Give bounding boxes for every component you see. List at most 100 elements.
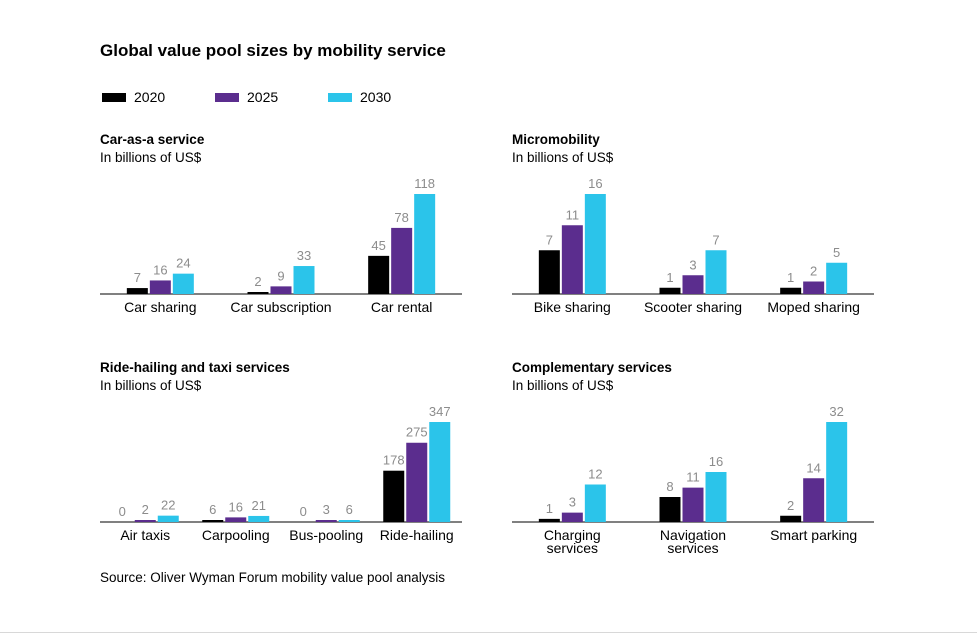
data-label: 78 [394,210,408,225]
category-label: services [547,540,598,556]
bar-2025-navigation-services [682,487,704,522]
category-label: Moped sharing [767,299,860,315]
bar-2020-car-rental [368,255,390,294]
data-label: 347 [429,404,451,419]
data-label: 9 [277,268,284,283]
bar-2030-moped-sharing [826,262,848,294]
data-label: 178 [383,453,405,468]
data-label: 8 [666,479,673,494]
category-label: Air taxis [120,527,170,543]
panel-subtitle: In billions of US$ [100,150,202,165]
legend-item-2030: 2030 [328,89,391,105]
data-label: 275 [406,425,428,440]
bar-2030-car-rental [414,194,436,294]
bar-2020-moped-sharing [780,287,802,294]
data-label: 7 [712,232,719,247]
page-divider [0,632,977,633]
chart-title: Global value pool sizes by mobility serv… [100,41,446,60]
data-label: 16 [229,499,243,514]
bar-2020-bike-sharing [538,250,560,294]
bar-2030-bike-sharing [584,194,606,294]
bar-2030-scooter-sharing [705,250,727,294]
bar-2030-carpooling [248,515,270,522]
panel-ride-hailing: Ride-hailing and taxi services In billio… [100,360,480,570]
bar-chart-micromobility: 7 11 16 Bike sharing 1 3 7 Scooter sharing 1 2 5 Mo… [512,176,874,315]
bar-2020-car-sharing [126,288,148,294]
bar-2030-ride-hailing [429,422,451,522]
bar-2025-bus-pooling [315,520,337,522]
bar-2025-air-taxis [134,520,156,522]
data-label: 32 [829,404,843,419]
data-label: 11 [686,470,700,485]
panel-title: Car-as-a service [100,132,205,147]
legend-swatch-2025 [215,92,239,102]
data-label: 0 [119,504,126,519]
data-label: 0 [300,504,307,519]
data-label: 12 [588,467,602,482]
category-label: Ride-hailing [380,527,454,543]
category-label: Scooter sharing [644,299,742,315]
data-label: 3 [569,495,576,510]
bar-2025-car-subscription [270,286,292,294]
legend: 2020 2025 2030 [102,89,502,109]
data-label: 118 [414,176,435,191]
bar-2025-bike-sharing [561,225,583,294]
bar-2030-navigation-services [705,472,727,522]
data-label: 22 [161,498,175,513]
legend-swatch-2030 [328,92,352,102]
category-label: Bike sharing [534,299,611,315]
data-label: 3 [323,502,330,517]
data-label: 7 [546,232,553,247]
data-label: 2 [787,498,794,513]
bar-chart-car-as-a-service: 7 16 24 Car sharing 2 9 33 Car subscription 45 78… [100,176,462,315]
bar-2020-scooter-sharing [659,287,681,294]
bar-2020-navigation-services [659,497,681,522]
bar-2030-car-subscription [293,266,315,294]
panel-title: Complementary services [512,360,672,375]
panel-subtitle: In billions of US$ [100,378,202,393]
data-label: 45 [371,238,385,253]
bar-2030-charging-services [584,484,606,522]
category-label: Smart parking [770,527,857,543]
source-note: Source: Oliver Wyman Forum mobility valu… [100,570,446,585]
panel-subtitle: In billions of US$ [512,378,614,393]
category-label: Car sharing [124,299,196,315]
panel-complementary-services: Complementary services In billions of US… [512,360,892,570]
data-label: 1 [666,270,673,285]
legend-label-2025: 2025 [247,89,279,105]
data-label: 14 [806,460,820,475]
category-label: Car subscription [230,299,331,315]
data-label: 1 [546,501,553,516]
data-label: 3 [689,257,696,272]
bar-2025-smart-parking [803,478,825,522]
data-label: 5 [833,245,840,260]
data-label: 16 [709,454,723,469]
bar-chart-complementary-services: 1 312Chargingservices81116Navigationservi… [512,404,874,556]
data-label: 16 [153,262,167,277]
data-label: 2 [254,274,261,289]
panel-title: Micromobility [512,132,600,147]
bar-2030-air-taxis [157,515,179,522]
bar-2020-car-subscription [247,292,269,294]
category-label: Bus-pooling [289,527,363,543]
data-label: 1 [787,270,794,285]
bar-2025-car-rental [391,227,413,294]
data-label: 2 [142,502,149,517]
bar-2030-car-sharing [172,273,194,294]
legend-swatch-2020 [102,92,126,102]
data-label: 11 [566,207,580,222]
panel-micromobility: Micromobility In billions of US$ 7 11 16 Bi… [512,132,892,342]
category-label: Car rental [371,299,432,315]
panel-car-as-a-service: Car-as-a service In billions of US$ 7 16 2… [100,132,480,342]
bar-2025-moped-sharing [803,281,825,294]
category-label: Charging [544,527,601,543]
bar-2030-bus-pooling [338,520,360,522]
legend-label-2030: 2030 [360,89,392,105]
category-label: Navigation [660,527,726,543]
data-label: 21 [252,498,266,513]
panel-subtitle: In billions of US$ [512,150,614,165]
bar-2020-smart-parking [780,515,802,522]
data-label: 33 [297,248,311,263]
bar-2025-ride-hailing [406,442,428,522]
